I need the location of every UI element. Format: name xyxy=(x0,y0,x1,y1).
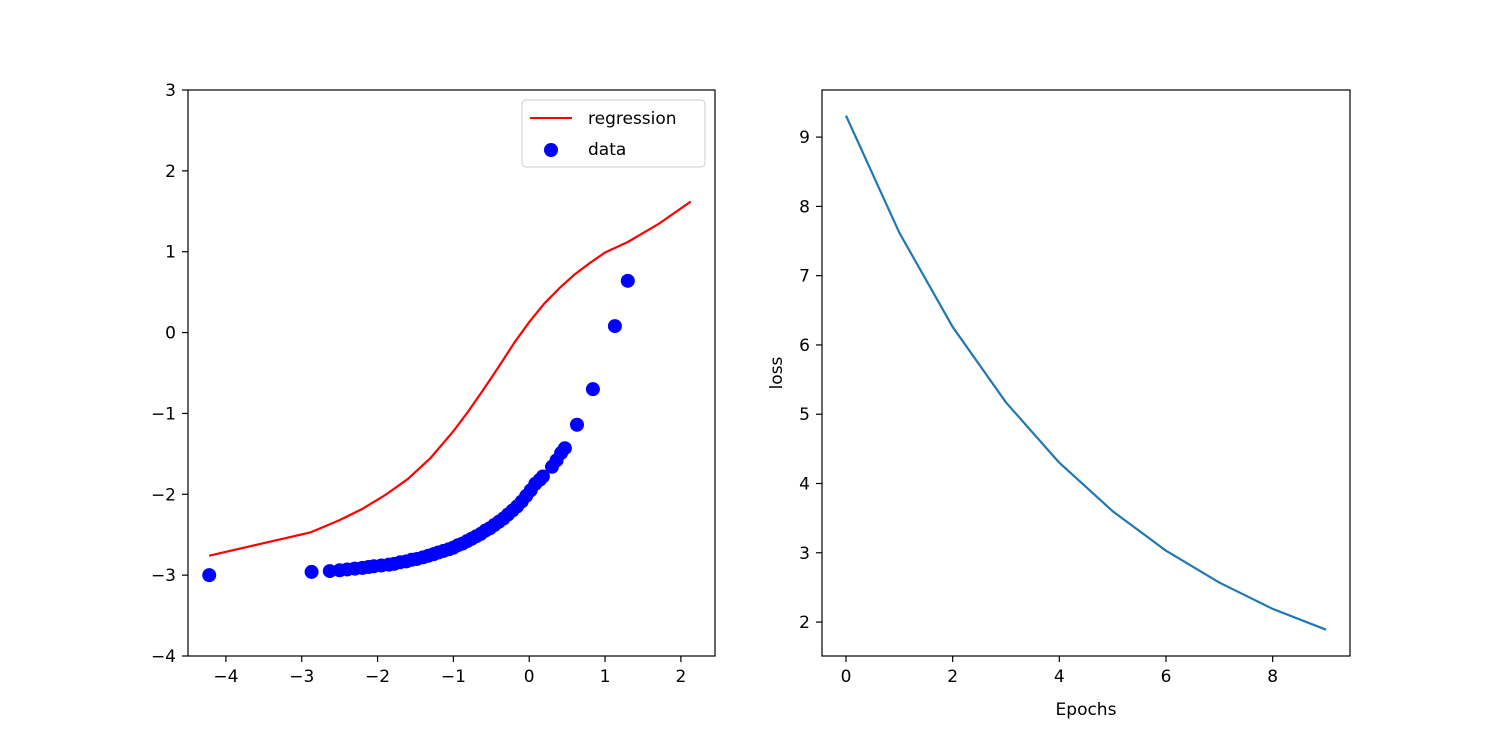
right-y-tick-label: 6 xyxy=(799,336,810,356)
left-x-tick-label: −1 xyxy=(441,667,466,687)
data-point xyxy=(535,469,550,484)
legend-box xyxy=(521,99,706,168)
right-y-tick-label: 4 xyxy=(799,474,810,494)
legend-data-label: data xyxy=(588,140,626,160)
left-x-tick-label: 0 xyxy=(524,667,535,687)
right-y-tick-label: 3 xyxy=(799,544,810,564)
left-subplot: −4 −3 −2 −1 0 1 2 −4 −3 −2 −1 0 1 2 3 regression data xyxy=(151,81,716,687)
left-x-tick-label: 2 xyxy=(675,667,686,687)
left-x-tick-label: 1 xyxy=(600,667,611,687)
data-point xyxy=(585,382,600,397)
right-subplot: 0 2 4 6 8 2 3 4 5 6 7 8 9 Epochs loss xyxy=(767,89,1351,720)
right-y-axis-label: loss xyxy=(767,356,787,389)
left-y-tick-label: 1 xyxy=(165,243,176,263)
legend-regression-label: regression xyxy=(588,109,677,129)
right-y-tick-label: 7 xyxy=(799,267,810,287)
left-y-tick-label: −2 xyxy=(151,485,176,505)
left-axes-frame xyxy=(187,89,716,657)
legend: regression data xyxy=(521,99,706,168)
data-point xyxy=(607,319,622,334)
left-plot-area xyxy=(202,200,692,583)
regression-series-line xyxy=(208,200,692,557)
left-x-tick-label: −4 xyxy=(213,667,238,687)
right-axes-frame xyxy=(821,89,1351,657)
left-axis-ticks: −4 −3 −2 −1 0 1 2 −4 −3 −2 −1 0 1 2 3 xyxy=(151,81,686,687)
left-x-tick-label: −2 xyxy=(365,667,390,687)
right-x-axis-label: Epochs xyxy=(1056,700,1117,720)
right-y-tick-label: 8 xyxy=(799,197,810,217)
data-point xyxy=(569,417,584,432)
right-y-tick-label: 9 xyxy=(799,128,810,148)
left-y-tick-label: 3 xyxy=(165,81,176,101)
right-x-tick-label: 0 xyxy=(841,667,852,687)
right-y-tick-label: 5 xyxy=(799,405,810,425)
left-y-tick-label: 2 xyxy=(165,162,176,182)
left-y-tick-label: 0 xyxy=(165,324,176,344)
data-point xyxy=(304,564,319,579)
data-point xyxy=(620,273,635,288)
data-point xyxy=(557,441,572,456)
right-x-tick-label: 2 xyxy=(947,667,958,687)
legend-data-marker-swatch xyxy=(544,143,558,157)
right-y-tick-label: 2 xyxy=(799,613,810,633)
right-plot-area xyxy=(844,115,1327,631)
left-x-tick-label: −3 xyxy=(289,667,314,687)
data-point xyxy=(202,568,217,583)
right-axis-ticks: 0 2 4 6 8 2 3 4 5 6 7 8 9 xyxy=(799,128,1278,687)
left-y-tick-label: −4 xyxy=(151,647,176,667)
right-x-tick-label: 8 xyxy=(1267,667,1278,687)
left-y-tick-label: −1 xyxy=(151,404,176,424)
left-y-tick-label: −3 xyxy=(151,566,176,586)
loss-series-line xyxy=(844,115,1327,631)
right-x-tick-label: 6 xyxy=(1161,667,1172,687)
right-x-tick-label: 4 xyxy=(1054,667,1065,687)
